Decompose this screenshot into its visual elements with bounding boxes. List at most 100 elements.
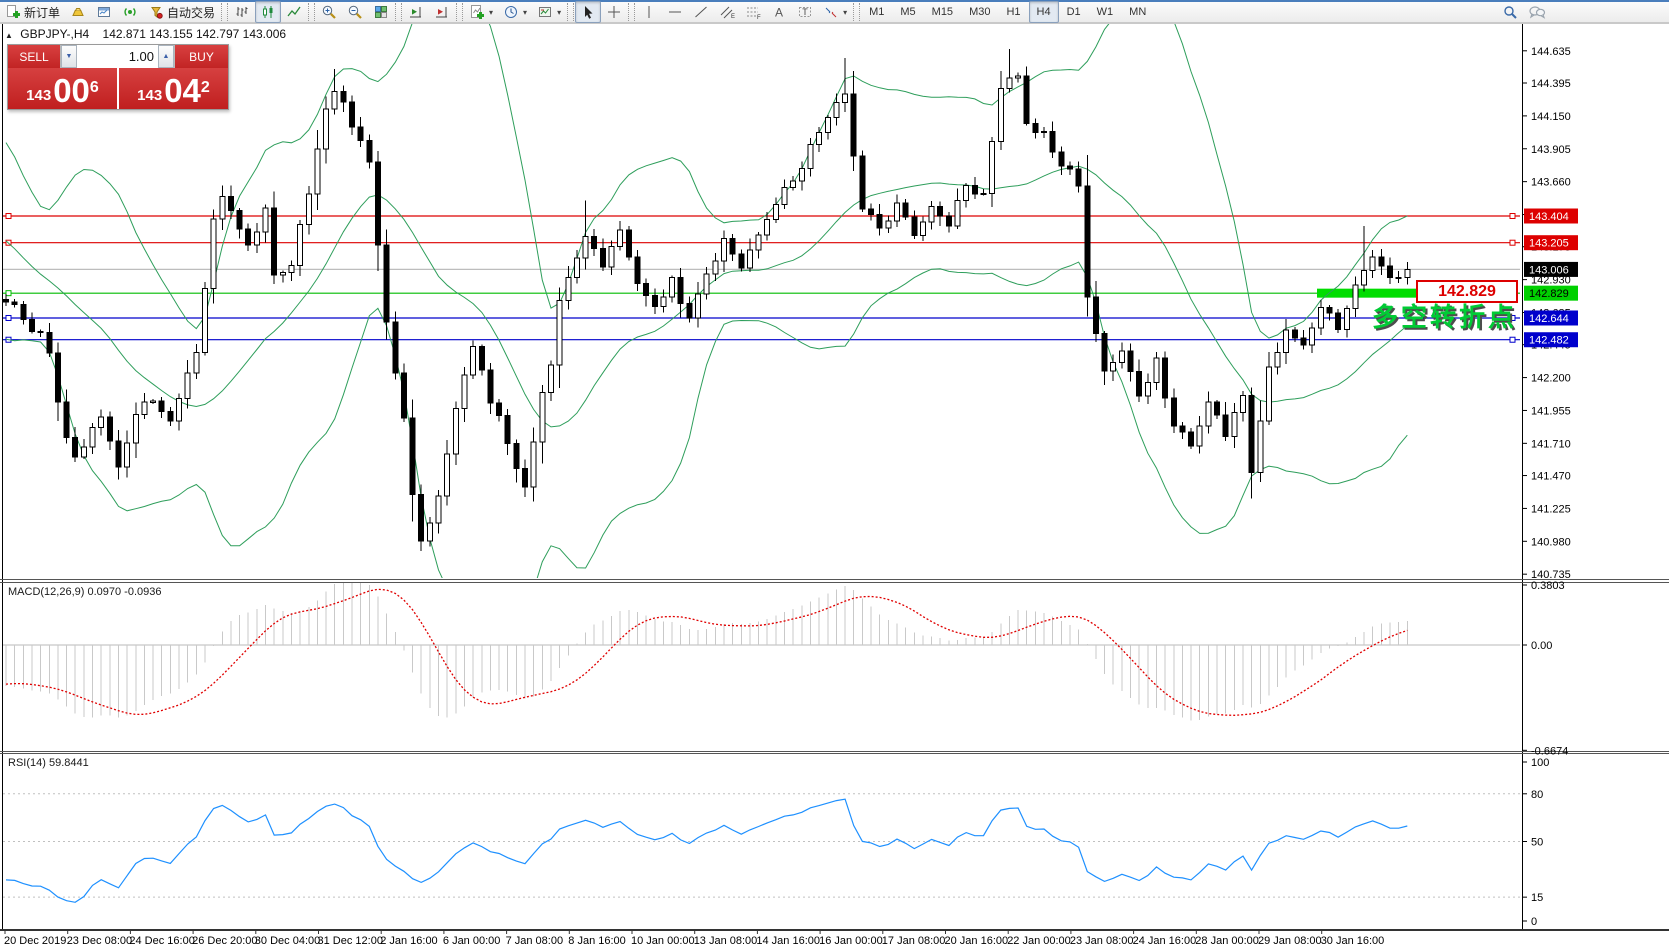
line-chart-icon — [287, 6, 301, 17]
profiles-button[interactable] — [91, 1, 117, 23]
bollinger-band-line — [5, 24, 1408, 339]
deposit-button[interactable] — [65, 1, 91, 23]
svg-text:16 Jan 00:00: 16 Jan 00:00 — [819, 935, 883, 947]
sell-price-sup: 6 — [89, 79, 99, 96]
svg-text:T: T — [802, 7, 808, 17]
price-badge: 142.482 — [1524, 332, 1578, 348]
timeframe-mn-button[interactable]: MN — [1129, 6, 1147, 18]
svg-text:141.955: 141.955 — [1531, 405, 1571, 417]
svg-text:144.395: 144.395 — [1531, 78, 1571, 90]
timeframe-h1-button[interactable]: H1 — [1006, 6, 1021, 18]
text-icon: A — [775, 6, 783, 20]
svg-text:10 Jan 00:00: 10 Jan 00:00 — [631, 935, 695, 947]
search-button[interactable] — [1497, 1, 1523, 23]
equidistant-channel-button[interactable]: E — [714, 1, 740, 23]
crosshair-button[interactable] — [601, 1, 627, 23]
chart-shift-button[interactable] — [429, 1, 455, 23]
auto-scroll-button[interactable] — [403, 1, 429, 23]
sell-price-button[interactable]: 143 00 6 — [8, 68, 117, 109]
buy-price-button[interactable]: 143 04 2 — [119, 68, 228, 109]
chat-button[interactable] — [1523, 1, 1551, 23]
toolbar-group-indicators: ▾ ▾ ▾ — [464, 1, 566, 23]
svg-text:142.930: 142.930 — [1531, 275, 1571, 287]
horizontal-line-button[interactable] — [662, 1, 688, 23]
tile-windows-button[interactable] — [368, 1, 394, 23]
rsi-label: RSI(14) 59.8441 — [8, 757, 89, 769]
fibonacci-button[interactable]: F — [740, 1, 766, 23]
volume-stepper: ▼ ▲ — [60, 45, 175, 68]
svg-text:23 Dec 08:00: 23 Dec 08:00 — [67, 935, 132, 947]
timeframe-m30-button[interactable]: M30 — [969, 6, 991, 18]
svg-text:-0.6674: -0.6674 — [1531, 745, 1568, 757]
clock-icon — [505, 6, 518, 18]
sell-button[interactable]: SELL — [8, 45, 60, 68]
dropdown-caret-icon: ▾ — [843, 7, 848, 17]
add-indicator-icon — [471, 5, 485, 19]
templates-button[interactable]: ▾ — [532, 1, 566, 23]
bar-chart-button[interactable] — [229, 1, 255, 23]
vertical-line-button[interactable] — [636, 1, 662, 23]
dropdown-caret-icon: ▾ — [557, 7, 562, 17]
line-chart-button[interactable] — [281, 1, 307, 23]
text-button[interactable]: A — [766, 1, 792, 23]
macd-label: MACD(12,26,9) 0.0970 -0.0936 — [8, 586, 162, 598]
cursor-arrow-icon — [585, 6, 593, 19]
toolbar-group-cursor — [575, 1, 627, 23]
svg-text:143.205: 143.205 — [1529, 238, 1569, 250]
svg-text:142.482: 142.482 — [1529, 335, 1569, 347]
timeframe-w1-button[interactable]: W1 — [1096, 6, 1114, 18]
timeframe-h4-button[interactable]: H4 — [1028, 1, 1059, 23]
svg-text:141.225: 141.225 — [1531, 503, 1571, 515]
svg-text:F: F — [757, 15, 761, 20]
chat-icon — [1529, 6, 1546, 19]
candlestick-chart-button[interactable] — [255, 1, 282, 23]
svg-text:17 Jan 08:00: 17 Jan 08:00 — [882, 935, 946, 947]
price-badge: 142.829 — [1524, 285, 1578, 301]
toolbar-group-objects: E F A T — [636, 1, 852, 23]
sell-price-prefix: 143 — [26, 87, 52, 104]
collapse-panel-icon[interactable]: ▲ — [5, 31, 13, 40]
svg-text:144.635: 144.635 — [1531, 46, 1571, 58]
cursor-button[interactable] — [575, 1, 602, 23]
price-axis[interactable]: 144.635 144.395 144.150 143.905 143.660 143.4… — [1523, 46, 1578, 928]
volume-increase-button[interactable]: ▲ — [158, 45, 174, 68]
autotrade-button[interactable]: 自动交易 — [143, 1, 220, 23]
toolbar-separator — [567, 3, 575, 21]
indicators-button[interactable]: ▾ — [464, 1, 498, 23]
svg-text:E: E — [731, 14, 735, 20]
chart-ohlc-values: 142.871 143.155 142.797 143.006 — [102, 27, 287, 41]
svg-text:26 Dec 20:00: 26 Dec 20:00 — [192, 935, 257, 947]
toolbar-separator — [628, 3, 636, 21]
text-label-icon: T — [799, 7, 812, 17]
turning-point-annotation[interactable]: 多空转折点 — [1371, 302, 1517, 332]
crosshair-icon — [608, 6, 621, 18]
tile-windows-icon — [375, 6, 388, 18]
price-badge: 143.205 — [1524, 235, 1578, 251]
buy-button[interactable]: BUY — [175, 45, 228, 68]
volume-input[interactable] — [77, 45, 158, 68]
svg-text:22 Jan 00:00: 22 Jan 00:00 — [1007, 935, 1071, 947]
arrows-tool-button[interactable]: ▾ — [818, 1, 852, 23]
timeframe-m15-button[interactable]: M15 — [931, 6, 954, 18]
volume-decrease-button[interactable]: ▼ — [61, 45, 77, 68]
highlight-segment[interactable] — [1317, 288, 1417, 298]
timeframe-d1-button[interactable]: D1 — [1066, 6, 1081, 18]
toolbar-group-trade: 新订单 — [0, 1, 220, 23]
zoom-in-icon — [322, 5, 336, 19]
timeframe-m1-button[interactable]: M1 — [869, 6, 885, 18]
svg-text:20 Dec 2019: 20 Dec 2019 — [4, 935, 66, 947]
text-label-button[interactable]: T — [792, 1, 818, 23]
signals-button[interactable] — [117, 1, 143, 23]
equidistant-channel-icon: E — [720, 6, 735, 20]
macd-histogram — [5, 583, 1408, 721]
periods-button[interactable]: ▾ — [498, 1, 532, 23]
new-order-button[interactable]: 新订单 — [0, 1, 65, 23]
trendline-button[interactable] — [688, 1, 714, 23]
sell-price-big: 00 — [53, 72, 90, 109]
timeframe-m5-button[interactable]: M5 — [900, 6, 916, 18]
zoom-in-button[interactable] — [316, 1, 342, 23]
price-level-flag[interactable]: 142.829 — [1416, 280, 1518, 303]
zoom-out-button[interactable] — [342, 1, 368, 23]
